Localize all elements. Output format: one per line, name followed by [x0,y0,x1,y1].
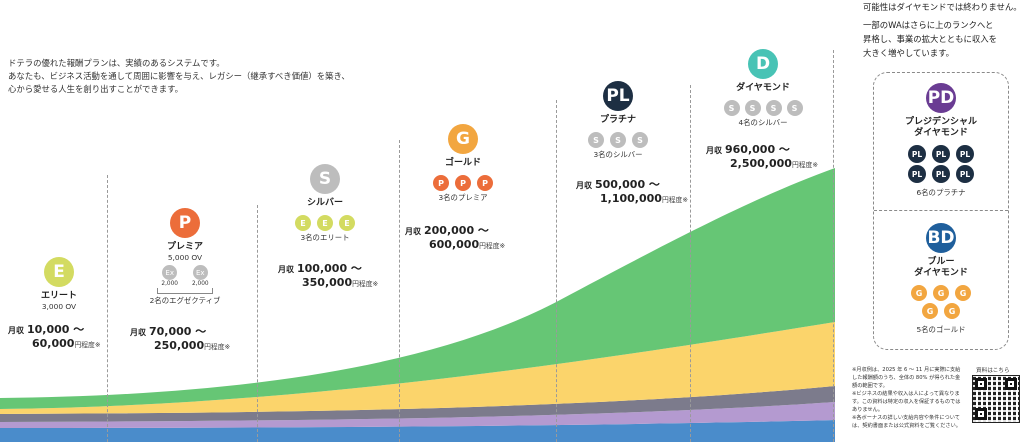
platinum-icons: PL PL PL PL PL PL [874,145,1008,183]
box-divider [874,210,1008,211]
band-gray [0,386,835,422]
band-yellow [0,322,835,414]
rank-name: エリート [40,291,77,301]
rank-requirement-2: 2名のエグゼクティブ [149,296,221,305]
qr-label: 資料はこちら [976,368,1010,374]
premier-icons: P P P [423,175,503,191]
rank-requirement: 5,000 OV [167,253,203,262]
platinum-mini-badge: PL [956,165,974,183]
premier-mini-badge: P [433,175,449,191]
executive-icons: Ex 2,000 Ex 2,000 [140,265,230,287]
silver-mini-badge: S [765,100,782,116]
higher-ranks-box: PD プレジデンシャル ダイヤモンド PL PL PL PL PL PL 6名のプ… [873,72,1009,350]
silver-mini-badge: S [610,132,626,148]
bracket [157,288,213,294]
rank-requirement: 6名のプラチナ [916,188,966,197]
income-diamond: 月収 960,000 ～ 2,500,000円程度※ [706,143,819,170]
income-premier: 月収 70,000 ～ 250,000円程度※ [130,325,231,352]
silver-mini-badge: S [744,100,761,116]
income-platinum: 月収 500,000 ～ 1,100,000円程度※ [576,178,689,205]
blue-diamond-badge: BD [926,223,956,253]
rank-requirement: 3名のシルバー [593,150,643,159]
rank-name: ダイヤモンド [736,83,790,93]
income-elite: 月収 10,000 ～ 60,000円程度※ [8,323,101,350]
silver-icons: S S S S [718,100,808,116]
elite-icons: E E E [285,215,365,231]
rank-requirement: 3名のエリート [300,233,350,242]
higher-ranks-text: 可能性はダイヤモンドでは終わりません。 一部のWAはさらに上のランクへと 昇格し… [863,2,1022,58]
rank-silver: S シルバー E E E 3名のエリート [285,164,365,243]
rank-name: シルバー [306,198,343,208]
gold-mini-badge: G [955,285,971,301]
elite-badge: E [44,257,74,287]
silver-badge: S [310,164,340,194]
gold-badge: G [448,124,478,154]
elite-mini-badge: E [317,215,333,231]
income-silver: 月収 100,000 ～ 350,000円程度※ [278,262,379,289]
executive-badge: Ex [162,265,178,280]
divider [690,85,691,442]
intro-text: ドテラの優れた報酬プランは、実績のあるシステムです。 あなたも、ビジネス活動を通… [8,58,350,94]
rank-elite: E エリート 3,000 OV [24,257,94,312]
silver-mini-badge: S [588,132,604,148]
divider [107,175,108,442]
rank-requirement: 4名のシルバー [738,118,788,127]
band-purple [0,402,835,428]
rank-name: プレジデンシャル ダイヤモンド [904,117,977,138]
rank-requirement: 3名のプレミア [438,193,488,202]
band-green [0,168,835,409]
premier-mini-badge: P [455,175,471,191]
rank-requirement: 5名のゴールド [916,325,966,334]
divider [257,205,258,442]
rank-premier: P プレミア 5,000 OV Ex 2,000 Ex 2,000 2名のエグゼクテ… [140,208,230,306]
gold-mini-badge: G [933,285,949,301]
premier-badge: P [170,208,200,238]
platinum-mini-badge: PL [956,145,974,163]
silver-mini-badge: S [632,132,648,148]
rank-requirement: 3,000 OV [41,302,77,311]
silver-mini-badge: S [723,100,740,116]
rank-diamond: D ダイヤモンド S S S S 4名のシルバー [718,49,808,128]
band-blue [0,420,835,442]
rank-name: ブルー ダイヤモンド [914,257,968,278]
premier-mini-badge: P [477,175,493,191]
divider [556,100,557,442]
platinum-mini-badge: PL [932,165,950,183]
elite-mini-badge: E [295,215,311,231]
silver-icons: S S S [578,132,658,148]
income-gold: 月収 200,000 ～ 600,000円程度※ [405,224,506,251]
executive-badge: Ex [192,265,208,280]
gold-mini-badge: G [922,303,938,319]
rank-name: プラチナ [599,115,636,125]
gold-mini-badge: G [911,285,927,301]
rank-name: ゴールド [444,158,481,168]
footnotes: ※月収例は、2025 年 6 ～ 11 月に実際に支給した報酬額のうち、全体の … [852,367,961,429]
platinum-mini-badge: PL [932,145,950,163]
diamond-badge: D [748,49,778,79]
platinum-mini-badge: PL [908,165,926,183]
elite-mini-badge: E [339,215,355,231]
divider [833,50,834,442]
rank-gold: G ゴールド P P P 3名のプレミア [423,124,503,203]
rank-platinum: PL プラチナ S S S 3名のシルバー [578,81,658,160]
presidential-diamond-badge: PD [926,83,956,113]
divider [399,140,400,442]
rank-blue-diamond: BD ブルー ダイヤモンド G G G G G 5名のゴールド [874,223,1008,335]
gold-icons: G G [874,303,1008,319]
platinum-badge: PL [603,81,633,111]
rank-presidential-diamond: PD プレジデンシャル ダイヤモンド PL PL PL PL PL PL 6名のプ… [874,83,1008,198]
rank-name: プレミア [166,242,203,252]
gold-icons: G G G [874,285,1008,301]
qr-code-icon[interactable] [972,375,1020,423]
gold-mini-badge: G [944,303,960,319]
platinum-mini-badge: PL [908,145,926,163]
silver-mini-badge: S [786,100,803,116]
